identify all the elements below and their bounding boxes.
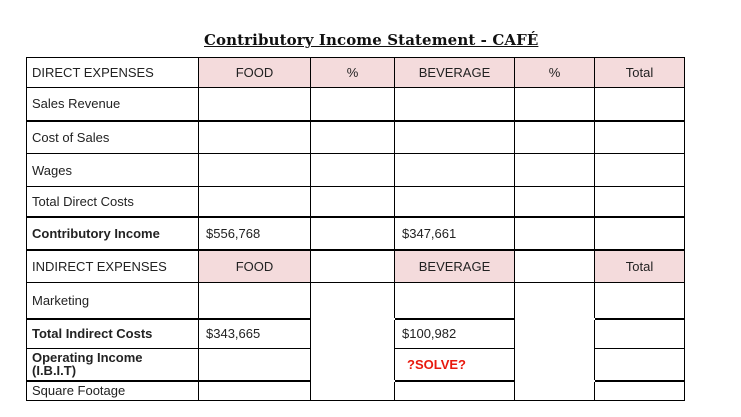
food-percent-header: %: [310, 57, 395, 88]
income-statement-table: DIRECT EXPENSES FOOD % BEVERAGE % Total …: [26, 57, 685, 407]
indirect-food-column-header: FOOD: [198, 248, 311, 283]
total-indirect-costs-beverage-pct-cell[interactable]: [514, 318, 595, 349]
contributory-income-food-pct-cell[interactable]: [310, 215, 395, 250]
table-row: Total Direct Costs: [26, 186, 685, 217]
operating-income-beverage-solve[interactable]: ?SOLVE?: [394, 348, 515, 381]
beverage-percent-header: %: [514, 57, 595, 88]
marketing-food-cell[interactable]: [198, 282, 311, 319]
table-row: Square Footage: [26, 379, 685, 401]
wages-food-cell[interactable]: [198, 153, 311, 187]
table-row: Cost of Sales: [26, 119, 685, 154]
cost-of-sales-beverage-cell[interactable]: [394, 119, 515, 154]
table-row: Operating Income (I.B.I.T) ?SOLVE?: [26, 348, 685, 381]
total-column-header: Total: [594, 57, 685, 88]
total-direct-costs-label: Total Direct Costs: [26, 186, 199, 217]
operating-income-beverage-pct-cell[interactable]: [514, 348, 595, 381]
square-footage-food-pct-cell[interactable]: [310, 380, 395, 401]
total-indirect-costs-food-pct-cell[interactable]: [310, 318, 395, 349]
indirect-total-column-header: Total: [594, 248, 685, 283]
square-footage-food-cell[interactable]: [198, 379, 311, 401]
sales-revenue-food-cell[interactable]: [198, 87, 311, 121]
food-column-header: FOOD: [198, 57, 311, 88]
table-row: Sales Revenue: [26, 87, 685, 121]
indirect-expenses-header-row: INDIRECT EXPENSES FOOD BEVERAGE Total: [26, 248, 685, 283]
table-row: Contributory Income $556,768 $347,661: [26, 215, 685, 250]
wages-beverage-pct-cell[interactable]: [514, 153, 595, 187]
operating-income-label: Operating Income (I.B.I.T): [26, 348, 199, 381]
total-indirect-costs-beverage-value[interactable]: $100,982: [394, 317, 515, 349]
table-row: Wages: [26, 153, 685, 187]
square-footage-total-cell[interactable]: [594, 379, 685, 401]
contributory-income-beverage-pct-cell[interactable]: [514, 215, 595, 250]
square-footage-beverage-pct-cell[interactable]: [514, 380, 595, 401]
marketing-beverage-pct-cell[interactable]: [514, 282, 595, 319]
contributory-income-label: Contributory Income: [26, 215, 199, 250]
cost-of-sales-food-cell[interactable]: [198, 119, 311, 154]
contributory-income-food-value[interactable]: $556,768: [198, 215, 311, 250]
cost-of-sales-total-cell[interactable]: [594, 119, 685, 154]
indirect-food-pct-cell[interactable]: [310, 248, 395, 283]
total-indirect-costs-label: Total Indirect Costs: [26, 317, 199, 349]
marketing-beverage-cell[interactable]: [394, 282, 515, 319]
indirect-beverage-pct-cell[interactable]: [514, 248, 595, 283]
cost-of-sales-food-pct-cell[interactable]: [310, 119, 395, 154]
beverage-column-header: BEVERAGE: [394, 57, 515, 88]
marketing-food-pct-cell[interactable]: [310, 282, 395, 319]
total-direct-costs-food-pct-cell[interactable]: [310, 186, 395, 217]
contributory-income-total-cell[interactable]: [594, 215, 685, 250]
square-footage-beverage-cell[interactable]: [394, 379, 515, 401]
operating-income-label-line1: Operating Income: [32, 350, 143, 366]
sales-revenue-beverage-pct-cell[interactable]: [514, 87, 595, 121]
sales-revenue-food-pct-cell[interactable]: [310, 87, 395, 121]
indirect-beverage-column-header: BEVERAGE: [394, 248, 515, 283]
sales-revenue-beverage-cell[interactable]: [394, 87, 515, 121]
total-indirect-costs-total-cell[interactable]: [594, 317, 685, 349]
total-direct-costs-beverage-cell[interactable]: [394, 186, 515, 217]
marketing-label: Marketing: [26, 282, 199, 319]
contributory-income-beverage-value[interactable]: $347,661: [394, 215, 515, 250]
wages-beverage-cell[interactable]: [394, 153, 515, 187]
wages-food-pct-cell[interactable]: [310, 153, 395, 187]
marketing-total-cell[interactable]: [594, 282, 685, 319]
total-direct-costs-beverage-pct-cell[interactable]: [514, 186, 595, 217]
operating-income-food-pct-cell[interactable]: [310, 348, 395, 381]
direct-expenses-header-row: DIRECT EXPENSES FOOD % BEVERAGE % Total: [26, 57, 685, 88]
operating-income-label-line2: (I.B.I.T): [32, 363, 77, 379]
wages-total-cell[interactable]: [594, 153, 685, 187]
total-direct-costs-food-cell[interactable]: [198, 186, 311, 217]
operating-income-total-cell[interactable]: [594, 348, 685, 381]
statement-title: Contributory Income Statement - CAFÉ: [204, 31, 539, 49]
operating-income-food-cell[interactable]: [198, 348, 311, 381]
square-footage-label: Square Footage: [26, 379, 199, 401]
table-row: Total Indirect Costs $343,665 $100,982: [26, 317, 685, 349]
total-direct-costs-total-cell[interactable]: [594, 186, 685, 217]
cost-of-sales-label: Cost of Sales: [26, 119, 199, 154]
direct-expenses-label: DIRECT EXPENSES: [26, 57, 199, 88]
wages-label: Wages: [26, 153, 199, 187]
total-indirect-costs-food-value[interactable]: $343,665: [198, 317, 311, 349]
sales-revenue-label: Sales Revenue: [26, 87, 199, 121]
indirect-expenses-label: INDIRECT EXPENSES: [26, 248, 199, 283]
table-row: Marketing: [26, 282, 685, 319]
cost-of-sales-beverage-pct-cell[interactable]: [514, 119, 595, 154]
sales-revenue-total-cell[interactable]: [594, 87, 685, 121]
